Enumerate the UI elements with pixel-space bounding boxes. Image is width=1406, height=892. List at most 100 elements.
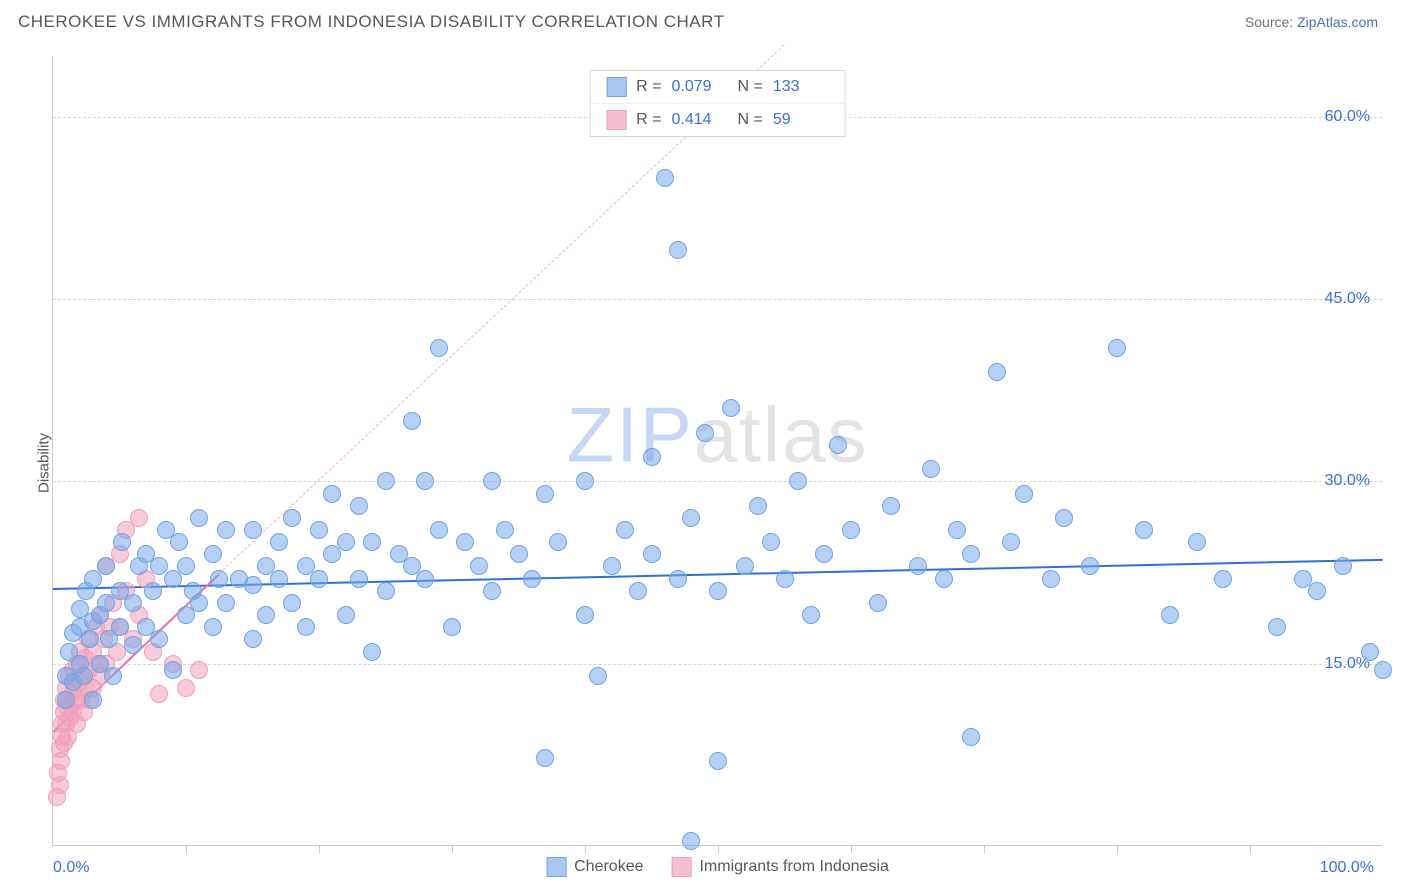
point-cherokee <box>217 594 235 612</box>
point-cherokee <box>496 521 514 539</box>
point-cherokee <box>523 570 541 588</box>
point-cherokee <box>363 643 381 661</box>
point-cherokee <box>470 557 488 575</box>
chart-title: CHEROKEE VS IMMIGRANTS FROM INDONESIA DI… <box>18 12 725 32</box>
point-cherokee <box>1015 485 1033 503</box>
point-cherokee <box>829 436 847 454</box>
point-cherokee <box>150 630 168 648</box>
y-axis-label: Disability <box>36 433 53 493</box>
legend-stats-row: R =0.414N =59 <box>590 103 845 136</box>
point-cherokee <box>1361 643 1379 661</box>
point-cherokee <box>113 533 131 551</box>
point-cherokee <box>270 533 288 551</box>
point-cherokee <box>749 497 767 515</box>
source-prefix: Source: <box>1245 14 1297 30</box>
source-link[interactable]: ZipAtlas.com <box>1297 14 1378 30</box>
point-cherokee <box>204 618 222 636</box>
point-indonesia <box>177 679 195 697</box>
point-cherokee <box>97 557 115 575</box>
legend-swatch <box>606 110 626 130</box>
x-tick <box>1117 845 1118 853</box>
y-tick-label: 45.0% <box>1325 290 1370 308</box>
x-tick <box>452 845 453 853</box>
watermark-atlas: atlas <box>694 390 869 478</box>
point-cherokee <box>643 545 661 563</box>
point-cherokee <box>576 606 594 624</box>
point-indonesia <box>130 509 148 527</box>
point-cherokee <box>629 582 647 600</box>
point-cherokee <box>1081 557 1099 575</box>
legend-r-label: R = <box>636 78 661 96</box>
legend-swatch <box>606 77 626 97</box>
point-cherokee <box>935 570 953 588</box>
point-cherokee <box>190 594 208 612</box>
point-cherokee <box>616 521 634 539</box>
point-cherokee <box>177 557 195 575</box>
point-cherokee <box>337 533 355 551</box>
gridline <box>53 481 1382 482</box>
point-cherokee <box>789 472 807 490</box>
point-cherokee <box>536 485 554 503</box>
point-cherokee <box>297 618 315 636</box>
legend-n-label: N = <box>738 78 763 96</box>
point-cherokee <box>1135 521 1153 539</box>
point-cherokee <box>81 630 99 648</box>
point-cherokee <box>244 630 262 648</box>
point-cherokee <box>549 533 567 551</box>
point-cherokee <box>709 582 727 600</box>
legend-swatch <box>671 857 691 877</box>
point-cherokee <box>589 667 607 685</box>
x-tick <box>186 845 187 853</box>
point-cherokee <box>483 472 501 490</box>
x-axis-max-label: 100.0% <box>1320 859 1374 877</box>
point-cherokee <box>709 752 727 770</box>
point-cherokee <box>430 339 448 357</box>
point-cherokee <box>842 521 860 539</box>
point-cherokee <box>669 241 687 259</box>
legend-n-label: N = <box>738 111 763 129</box>
point-cherokee <box>1334 557 1352 575</box>
legend-stats: R =0.079N =133R =0.414N =59 <box>589 70 846 137</box>
x-tick <box>718 845 719 853</box>
point-cherokee <box>815 545 833 563</box>
point-cherokee <box>416 570 434 588</box>
point-cherokee <box>776 570 794 588</box>
source-attribution: Source: ZipAtlas.com <box>1245 14 1378 30</box>
point-cherokee <box>310 521 328 539</box>
point-cherokee <box>1161 606 1179 624</box>
watermark-zip: ZIP <box>566 390 693 478</box>
point-cherokee <box>736 557 754 575</box>
point-cherokee <box>244 576 262 594</box>
legend-n-value: 59 <box>773 111 829 129</box>
x-tick <box>585 845 586 853</box>
point-cherokee <box>682 832 700 850</box>
point-cherokee <box>377 582 395 600</box>
y-tick-label: 60.0% <box>1325 108 1370 126</box>
point-cherokee <box>962 545 980 563</box>
legend-n-value: 133 <box>773 78 829 96</box>
point-cherokee <box>656 169 674 187</box>
legend-stats-row: R =0.079N =133 <box>590 71 845 103</box>
point-cherokee <box>170 533 188 551</box>
plot-area: ZIPatlas R =0.079N =133R =0.414N =59 0.0… <box>52 56 1382 846</box>
point-cherokee <box>84 691 102 709</box>
point-cherokee <box>536 749 554 767</box>
legend-series: CherokeeImmigrants from Indonesia <box>546 857 889 877</box>
point-cherokee <box>210 570 228 588</box>
point-cherokee <box>1268 618 1286 636</box>
point-cherokee <box>257 606 275 624</box>
point-cherokee <box>270 570 288 588</box>
point-cherokee <box>363 533 381 551</box>
point-indonesia <box>190 661 208 679</box>
point-cherokee <box>669 570 687 588</box>
point-cherokee <box>456 533 474 551</box>
point-cherokee <box>1188 533 1206 551</box>
point-cherokee <box>882 497 900 515</box>
point-cherokee <box>310 570 328 588</box>
point-indonesia <box>150 685 168 703</box>
point-cherokee <box>190 509 208 527</box>
legend-swatch <box>546 857 566 877</box>
point-cherokee <box>144 582 162 600</box>
point-cherokee <box>124 594 142 612</box>
point-cherokee <box>164 661 182 679</box>
